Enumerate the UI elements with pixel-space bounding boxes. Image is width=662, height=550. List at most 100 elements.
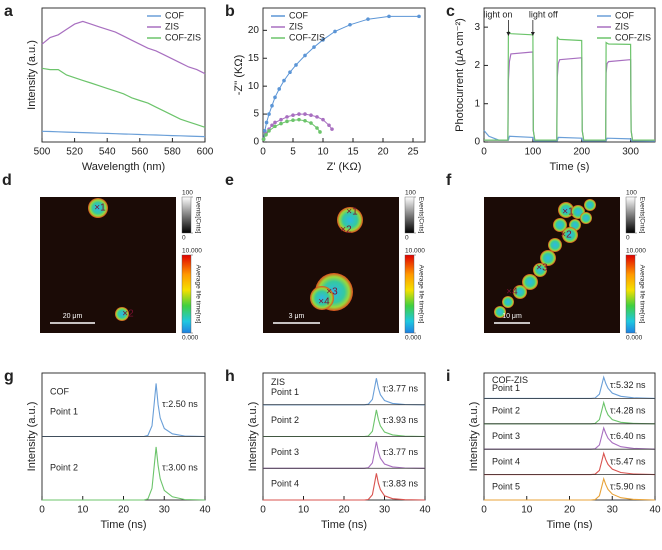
- row-label: Point 4: [492, 456, 520, 466]
- x-tick-label: 0: [260, 147, 266, 158]
- data-point: [303, 112, 307, 116]
- x-axis-label: Time (ns): [546, 519, 592, 531]
- data-point: [267, 129, 271, 133]
- data-point: [315, 115, 319, 119]
- x-tick-label: 300: [622, 147, 639, 158]
- lifetime-label: τ:5.90 ns: [610, 482, 646, 492]
- y-tick-label: 0: [474, 137, 480, 148]
- x-tick-label: 560: [131, 147, 148, 158]
- colorbar-tick-label: 0.000: [182, 335, 199, 342]
- x-tick-label: 40: [419, 505, 431, 516]
- data-point: [273, 95, 277, 100]
- data-point: [303, 118, 307, 123]
- x-axis-label: Wavelength (nm): [82, 161, 165, 173]
- legend-label: COF-ZIS: [165, 32, 201, 42]
- plot-frame: [483, 7, 656, 143]
- data-line: [484, 30, 655, 141]
- particle: [88, 198, 108, 218]
- x-tick-label: 580: [164, 147, 181, 158]
- x-tick-label: 20: [377, 147, 389, 158]
- particle: [540, 250, 556, 266]
- plot-frame: [262, 7, 426, 143]
- data-point: [277, 87, 282, 91]
- data-point: [333, 29, 337, 34]
- particle: [584, 199, 596, 211]
- particle: [494, 306, 506, 318]
- data-line: [42, 446, 206, 501]
- data-point: [309, 113, 313, 117]
- scale-bar-label: 3 μm: [289, 313, 305, 320]
- point-marker: ×2: [340, 225, 352, 236]
- panel-letter: i: [446, 368, 450, 385]
- particle: [513, 285, 527, 299]
- x-tick-label: 25: [407, 147, 419, 158]
- x-tick-label: 0: [481, 505, 487, 516]
- x-tick-label: 500: [34, 147, 51, 158]
- particle: [522, 274, 538, 290]
- sample-label: COF-ZIS: [492, 375, 528, 385]
- legend-label: ZIS: [165, 21, 179, 31]
- lifetime-label: τ:2.50 ns: [162, 399, 198, 409]
- lifetime-label: τ:5.47 ns: [610, 456, 646, 466]
- y-axis-label: Intensity (a.u.): [26, 40, 38, 110]
- colorbar-tick-label: 0: [626, 235, 630, 242]
- data-point: [279, 117, 283, 122]
- panel-letter: c: [446, 3, 455, 20]
- panel-letter: d: [2, 172, 12, 189]
- colorbar-label: Average life time[ns]: [638, 265, 645, 324]
- row-label: Point 2: [492, 405, 520, 415]
- particle: [310, 286, 334, 310]
- row-label: Point 1: [492, 383, 520, 393]
- colorbar-tick-label: 0.000: [405, 335, 422, 342]
- lifetime-label: τ:6.40 ns: [610, 431, 646, 441]
- data-point: [264, 120, 269, 125]
- colorbar-tick-label: 10.000: [405, 248, 425, 255]
- y-axis-label: Intensity (a.u.): [468, 402, 480, 472]
- data-point: [321, 38, 325, 42]
- data-point: [261, 137, 266, 142]
- colorbar: [625, 196, 636, 234]
- x-tick-label: 600: [197, 147, 214, 158]
- data-point: [285, 119, 289, 124]
- x-tick-label: 5: [290, 147, 296, 158]
- data-point: [348, 22, 352, 27]
- x-tick-label: 30: [607, 505, 619, 516]
- panel-letter: g: [4, 368, 14, 385]
- data-line: [41, 67, 206, 128]
- y-axis-label: Intensity (a.u.): [247, 402, 259, 472]
- y-tick-label: 20: [248, 25, 260, 36]
- sample-label: ZIS: [271, 377, 285, 387]
- data-point: [387, 14, 391, 19]
- row-label: Point 4: [271, 479, 299, 489]
- y-axis-label: Intensity (a.u.): [26, 402, 38, 472]
- data-point: [282, 78, 286, 83]
- colorbar-label: Average life time[ns]: [417, 265, 424, 324]
- row-label: Point 1: [271, 387, 299, 397]
- y-tick-label: 2: [474, 60, 480, 71]
- image-background: [484, 197, 620, 333]
- particle: [533, 263, 547, 277]
- colorbar: [625, 254, 636, 334]
- x-tick-label: 10: [317, 147, 329, 158]
- point-marker: ×1: [94, 203, 106, 214]
- colorbar-tick-label: 100: [626, 190, 637, 197]
- x-tick-label: 10: [77, 505, 89, 516]
- panel-letter: b: [225, 3, 235, 20]
- point-marker: ×3: [326, 287, 338, 298]
- particle: [337, 207, 363, 233]
- data-point: [297, 112, 301, 116]
- particle: [580, 212, 592, 224]
- x-tick-label: 10: [521, 505, 533, 516]
- row-label: Point 1: [50, 407, 78, 417]
- lifetime-label: τ:3.77 ns: [382, 447, 418, 457]
- colorbar-tick-label: 100: [405, 190, 416, 197]
- data-line: [41, 130, 206, 138]
- data-point: [366, 17, 370, 21]
- data-line: [484, 476, 656, 501]
- x-tick-label: 0: [260, 505, 266, 516]
- x-tick-label: 30: [379, 505, 391, 516]
- data-point: [267, 112, 271, 116]
- lifetime-label: τ:5.32 ns: [610, 380, 646, 390]
- data-point: [297, 117, 301, 122]
